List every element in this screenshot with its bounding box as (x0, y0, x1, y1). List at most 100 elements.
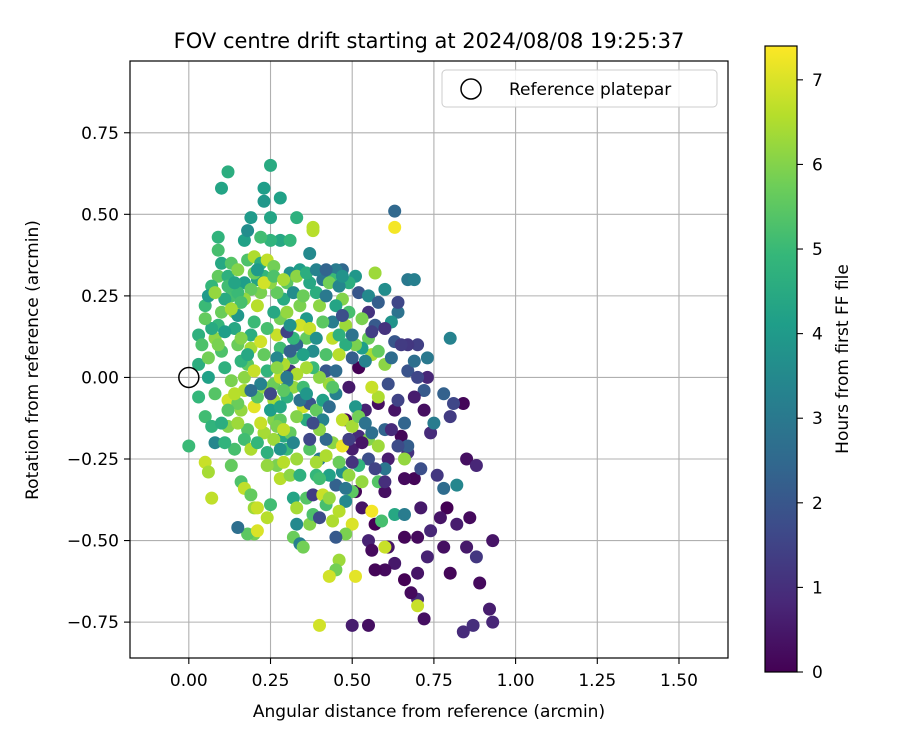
scatter-point (401, 439, 415, 453)
scatter-point (283, 344, 297, 358)
scatter-point (254, 230, 268, 244)
scatter-point (201, 465, 215, 479)
scatter-point (456, 625, 470, 639)
scatter-point (450, 517, 464, 531)
scatter-point (332, 279, 346, 293)
scatter-point (345, 455, 359, 469)
scatter-point (358, 354, 372, 368)
scatter-point (267, 432, 281, 446)
scatter-point (198, 299, 212, 313)
scatter-point (391, 305, 405, 319)
scatter-point (283, 318, 297, 332)
scatter-point (224, 374, 238, 388)
scatter-point (228, 276, 242, 290)
scatter-point (205, 322, 219, 335)
scatter-point (391, 295, 405, 309)
scatter-point (313, 472, 326, 486)
scatter-point (456, 397, 470, 410)
scatter-point (371, 344, 385, 358)
scatter-point (306, 416, 320, 430)
scatter-point (234, 331, 248, 345)
scatter-point (205, 419, 219, 433)
x-tick-label: 0.50 (333, 671, 371, 691)
scatter-point (368, 563, 382, 577)
scatter-point (398, 452, 411, 466)
scatter-point (300, 331, 313, 345)
reference-platepar-marker (178, 366, 200, 389)
scatter-point (267, 260, 281, 273)
scatter-point (303, 276, 317, 290)
scatter-point (267, 305, 281, 319)
scatter-point (332, 553, 346, 567)
scatter-point (234, 295, 248, 309)
scatter-point (332, 455, 346, 469)
scatter-point (283, 233, 297, 247)
colorbar-tick-label: 7 (812, 71, 823, 91)
scatter-point (286, 436, 300, 450)
data-points (182, 158, 500, 639)
scatter-point (264, 158, 277, 172)
scatter-point (368, 266, 382, 280)
scatter-point (303, 322, 317, 335)
scatter-point (339, 481, 353, 495)
scatter-point (237, 233, 251, 247)
scatter-point (264, 403, 277, 417)
scatter-point (345, 328, 359, 342)
scatter-point (469, 459, 483, 472)
scatter-point (326, 315, 340, 329)
scatter-point (460, 540, 474, 554)
scatter-point (322, 400, 336, 414)
scatter-point (192, 357, 206, 371)
x-tick-label: 1.50 (660, 671, 698, 691)
scatter-point (342, 380, 356, 394)
scatter-point (349, 338, 362, 352)
scatter-point (254, 377, 268, 391)
scatter-point (420, 351, 434, 365)
scatter-point (355, 501, 369, 515)
scatter-point (345, 442, 359, 456)
scatter-point (182, 439, 196, 453)
scatter-point (286, 286, 300, 300)
scatter-point (257, 426, 271, 440)
scatter-point (388, 220, 402, 234)
scatter-point (398, 508, 411, 521)
scatter-point (218, 361, 232, 375)
scatter-point (198, 312, 212, 326)
scatter-point (241, 348, 255, 362)
scatter-point (241, 423, 255, 437)
scatter-point (260, 459, 274, 472)
scatter-point (286, 491, 300, 505)
scatter-point (339, 494, 353, 508)
scatter-point (407, 273, 421, 287)
scatter-point (277, 423, 291, 437)
scatter-point (300, 361, 313, 375)
scatter-point (260, 511, 274, 525)
scatter-point (306, 344, 320, 358)
colorbar-tick-label: 3 (812, 409, 823, 429)
scatter-point (398, 573, 411, 587)
scatter-point (473, 576, 487, 590)
scatter-point (463, 511, 477, 525)
scatter-point (319, 432, 333, 446)
scatter-point (427, 416, 441, 430)
scatter-point (224, 459, 238, 472)
scatter-point (414, 501, 428, 515)
scatter-point (270, 351, 284, 365)
scatter-point (391, 439, 405, 453)
scatter-point (319, 263, 333, 277)
scatter-point (329, 364, 343, 378)
scatter-point (404, 586, 418, 600)
y-tick-label: −0.75 (67, 613, 119, 633)
scatter-point (195, 338, 209, 352)
scatter-point (394, 338, 408, 352)
scatter-point (231, 286, 245, 300)
scatter-point (417, 403, 431, 417)
scatter-point (411, 566, 425, 580)
scatter-point (264, 233, 277, 247)
scatter-point (293, 318, 307, 332)
x-tick-label: 1.25 (578, 671, 616, 691)
scatter-point (443, 566, 457, 580)
scatter-point (250, 501, 264, 515)
scatter-point (277, 273, 291, 287)
